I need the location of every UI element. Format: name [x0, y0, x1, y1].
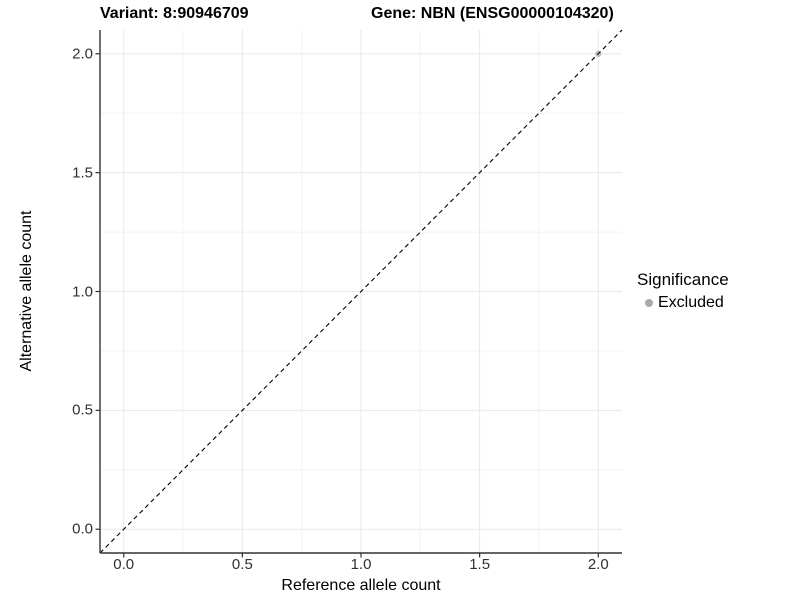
plot-title-gene: Gene: NBN (ENSG00000104320) [371, 5, 614, 22]
identity-dashed-line [99, 29, 623, 554]
legend: Significance Excluded [637, 270, 729, 312]
excluded-point-swatch-icon [645, 299, 653, 307]
y-tick-label: 0.0 [72, 520, 93, 538]
x-tick-label: 2.0 [587, 556, 609, 573]
x-tick-label: 1.0 [350, 556, 372, 573]
legend-title: Significance [637, 270, 729, 289]
y-tick-label: 1.0 [72, 283, 93, 300]
legend-item-label: Excluded [658, 294, 724, 311]
plot-title-variant: Variant: 8:90946709 [100, 5, 249, 22]
x-tick-label: 0.0 [113, 556, 135, 573]
x-axis-title: Reference allele count [281, 577, 441, 594]
x-tick-label: 0.5 [231, 556, 253, 573]
y-tick-label: 1.5 [72, 164, 93, 182]
y-tick-label: 0.5 [72, 401, 93, 419]
y-tick-label: 2.0 [72, 45, 93, 63]
y-axis-title: Alternative allele count [18, 210, 35, 372]
x-tick-label: 1.5 [469, 556, 491, 573]
legend-item-excluded: Excluded [637, 294, 729, 312]
